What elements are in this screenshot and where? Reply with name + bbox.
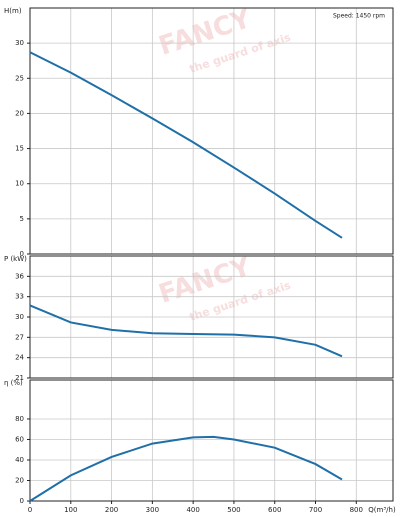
y-tick-label: 33 <box>15 293 24 301</box>
x-axis-label: Q(m³/h) <box>368 506 396 514</box>
x-tick-label: 600 <box>268 506 281 514</box>
plot-frame <box>29 255 394 379</box>
y-tick-label: 24 <box>15 354 24 362</box>
x-tick-label: 800 <box>350 506 363 514</box>
y-tick-label: 0 <box>20 497 24 505</box>
y-tick-label: 21 <box>15 374 24 382</box>
y-tick-label: 20 <box>15 476 24 484</box>
y-tick-label: 36 <box>15 272 24 280</box>
y-tick-label: 20 <box>15 109 24 117</box>
annotation: Speed: 1450 rpm <box>333 13 385 20</box>
y-tick-label: 27 <box>15 333 24 341</box>
y-tick-label: 5 <box>20 215 24 223</box>
y-tick-label: 30 <box>15 39 24 47</box>
y-axis-label: H(m) <box>4 7 22 15</box>
x-tick-label: 500 <box>227 506 240 514</box>
y-tick-label: 25 <box>15 74 24 82</box>
x-tick-label: 0 <box>28 506 32 514</box>
y-tick-label: 80 <box>15 415 24 423</box>
y-tick-label: 10 <box>15 180 24 188</box>
x-tick-label: 300 <box>146 506 159 514</box>
x-tick-label: 400 <box>186 506 199 514</box>
x-tick-label: 200 <box>105 506 118 514</box>
y-tick-label: 40 <box>15 456 24 464</box>
y-axis-label: η (%) <box>4 379 23 387</box>
y-tick-label: 30 <box>15 313 24 321</box>
plot-frame <box>29 7 394 255</box>
y-tick-label: 0 <box>20 250 24 258</box>
line-series <box>29 304 343 358</box>
y-tick-label: 15 <box>15 145 24 153</box>
y-tick-label: 60 <box>15 435 24 443</box>
line-series <box>29 435 343 502</box>
x-tick-label: 100 <box>64 506 77 514</box>
y-axis-label: P (kW) <box>4 255 27 263</box>
plot-frame <box>29 379 394 502</box>
x-tick-label: 700 <box>309 506 322 514</box>
line-series <box>29 51 343 239</box>
